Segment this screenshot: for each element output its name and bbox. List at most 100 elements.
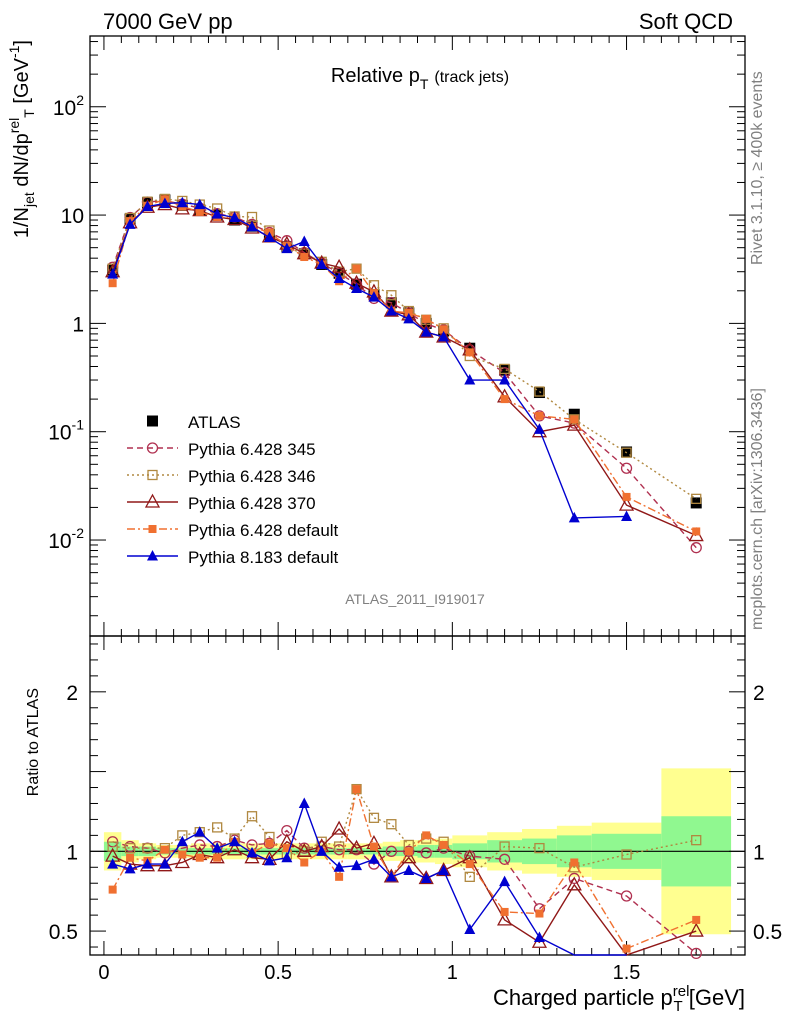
main-y-axis-ticks: 10-2 10-1 1 10 102 bbox=[48, 41, 745, 617]
data-point bbox=[499, 875, 511, 887]
data-point bbox=[352, 264, 361, 273]
series-pythia-8-183-default bbox=[107, 196, 633, 523]
data-point bbox=[126, 853, 135, 862]
data-point bbox=[533, 931, 545, 942]
data-point bbox=[159, 858, 171, 869]
data-point bbox=[499, 363, 510, 375]
data-point bbox=[108, 279, 117, 288]
legend-item: ATLAS bbox=[147, 413, 241, 432]
ratio-frame bbox=[89, 635, 746, 956]
data-point bbox=[147, 469, 158, 481]
y-tick-label: 10-2 bbox=[48, 525, 84, 553]
data-point bbox=[246, 811, 258, 822]
legend-label: Pythia 6.428 345 bbox=[188, 440, 316, 459]
data-point bbox=[465, 860, 474, 869]
data-point bbox=[148, 525, 157, 533]
data-point bbox=[300, 253, 309, 262]
data-point bbox=[691, 835, 702, 846]
data-point bbox=[229, 211, 241, 222]
legend-label: Pythia 6.428 346 bbox=[188, 467, 316, 486]
y-tick-label: 2 bbox=[66, 682, 78, 705]
data-point bbox=[498, 853, 511, 865]
data-point bbox=[300, 858, 309, 867]
analysis-label: ATLAS_2011_I919017 bbox=[345, 591, 485, 607]
y-tick-label: 10-1 bbox=[48, 417, 84, 445]
data-point bbox=[368, 853, 380, 864]
data-point bbox=[194, 826, 206, 837]
data-point bbox=[316, 258, 328, 269]
data-point bbox=[141, 200, 153, 211]
x-tick-label: 0.5 bbox=[264, 962, 292, 984]
data-point bbox=[107, 858, 119, 869]
data-point bbox=[195, 207, 204, 216]
data-point bbox=[621, 510, 633, 521]
data-point bbox=[178, 850, 187, 859]
series-line bbox=[112, 801, 627, 956]
data-point bbox=[211, 208, 223, 219]
legend-label: Pythia 6.428 default bbox=[188, 521, 339, 540]
data-point bbox=[142, 842, 153, 854]
data-point bbox=[464, 342, 476, 354]
data-point bbox=[296, 842, 312, 857]
data-point bbox=[147, 415, 158, 427]
data-point bbox=[263, 837, 276, 849]
data-point bbox=[403, 864, 415, 875]
data-point bbox=[420, 872, 432, 883]
data-point bbox=[316, 845, 328, 856]
data-point bbox=[226, 841, 243, 856]
data-point bbox=[195, 853, 204, 862]
data-point bbox=[368, 291, 380, 302]
data-point bbox=[621, 849, 632, 860]
data-point bbox=[690, 947, 702, 960]
data-point bbox=[385, 845, 398, 857]
data-point bbox=[282, 844, 291, 853]
data-point bbox=[534, 386, 545, 397]
data-point bbox=[335, 872, 344, 881]
data-point bbox=[351, 263, 362, 274]
series-line bbox=[112, 787, 697, 878]
x-tick-label: 1.5 bbox=[613, 962, 641, 984]
data-point bbox=[622, 492, 631, 501]
legend-label: ATLAS bbox=[188, 413, 241, 432]
data-point bbox=[246, 846, 258, 858]
data-point bbox=[331, 820, 347, 835]
data-point bbox=[141, 858, 153, 869]
ratio-y-axis-ticks: 0.5 0.5 1 1 2 2 bbox=[49, 643, 782, 948]
data-point bbox=[690, 542, 702, 554]
data-point bbox=[385, 870, 397, 882]
data-point bbox=[620, 890, 633, 902]
data-point bbox=[265, 839, 274, 848]
data-point bbox=[438, 330, 450, 342]
data-point bbox=[246, 220, 258, 232]
data-point bbox=[160, 845, 169, 854]
data-point bbox=[533, 423, 545, 434]
data-point bbox=[107, 268, 119, 279]
data-point bbox=[333, 272, 345, 283]
series-line bbox=[112, 788, 697, 950]
data-point bbox=[263, 854, 275, 866]
legend-label: Pythia 6.428 370 bbox=[188, 494, 316, 513]
data-point bbox=[570, 415, 579, 424]
data-point bbox=[568, 511, 580, 523]
data-point bbox=[368, 812, 380, 823]
data-point bbox=[159, 197, 171, 208]
y-tick-label-right: 2 bbox=[753, 682, 765, 705]
data-point bbox=[621, 447, 632, 458]
data-point bbox=[263, 231, 275, 243]
y-tick-label: 1 bbox=[66, 841, 78, 864]
data-point bbox=[176, 196, 188, 208]
data-point bbox=[401, 849, 417, 864]
data-point bbox=[420, 326, 432, 337]
data-point bbox=[144, 493, 161, 508]
data-point bbox=[351, 282, 363, 293]
data-point bbox=[692, 527, 701, 536]
data-point bbox=[403, 845, 415, 857]
legend: ATLAS Pythia 6.428 345 Pythia 6.428 346 Pyt… bbox=[127, 413, 339, 567]
data-point bbox=[147, 550, 158, 561]
legend-item: Pythia 8.183 default bbox=[127, 548, 339, 567]
data-point bbox=[386, 290, 397, 301]
data-point bbox=[213, 853, 222, 862]
data-point bbox=[352, 785, 361, 794]
data-point bbox=[211, 842, 223, 853]
data-point bbox=[500, 907, 509, 916]
